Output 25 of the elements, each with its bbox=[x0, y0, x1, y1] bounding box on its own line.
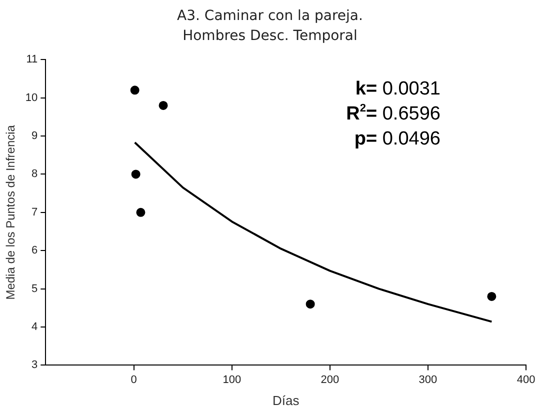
point bbox=[131, 170, 140, 179]
chart-title: A3. Caminar con la pareja. Hombres Desc. Temporal bbox=[176, 7, 364, 46]
x-tick-label: 0 bbox=[130, 374, 137, 386]
y-tick-label: 7 bbox=[32, 206, 38, 218]
point bbox=[306, 300, 315, 309]
annotation: p= 0.0496 bbox=[354, 128, 440, 150]
y-tick-label: 8 bbox=[32, 168, 38, 180]
y-tick-label: 6 bbox=[32, 244, 38, 257]
y-tick-label: 11 bbox=[26, 54, 38, 66]
point bbox=[130, 86, 140, 95]
x-tick-label: 400 bbox=[516, 374, 536, 386]
y-tick-label: 10 bbox=[25, 92, 38, 104]
y-tick-label: 4 bbox=[32, 321, 38, 334]
x-tick-label: 200 bbox=[320, 374, 340, 386]
point bbox=[158, 100, 168, 110]
x-tick-label: 300 bbox=[418, 374, 438, 386]
point bbox=[136, 208, 146, 217]
y-tick-label: 3 bbox=[32, 359, 38, 372]
x-tick-label: 100 bbox=[222, 374, 242, 386]
point bbox=[487, 292, 496, 301]
y-tick-label: 5 bbox=[32, 282, 38, 295]
y-tick-label: 9 bbox=[32, 130, 38, 142]
annotation: k= 0.0031 bbox=[355, 78, 440, 100]
x-axis-title: Días bbox=[272, 392, 300, 408]
y-axis-title: Media de los Puntos de Infrencia bbox=[4, 124, 18, 300]
